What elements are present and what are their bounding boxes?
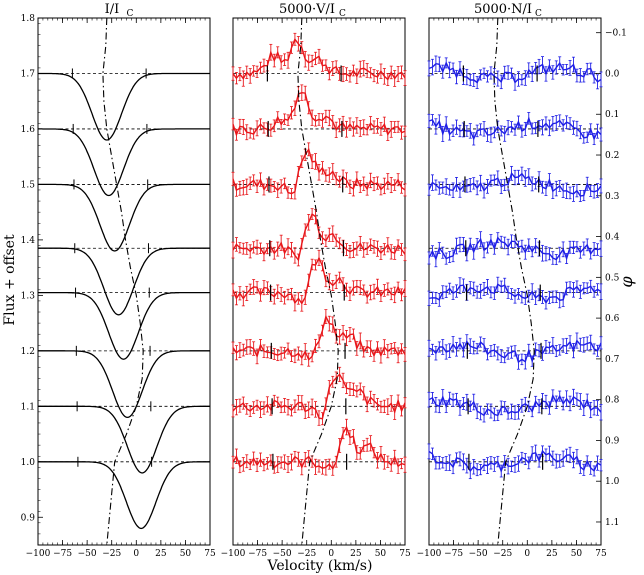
right-y-tick-label: 0.6 [605, 314, 620, 324]
signal-line [232, 37, 406, 81]
x-tick-label: 50 [571, 549, 583, 559]
y-tick-label: 1.5 [21, 180, 36, 190]
intensity-profile [38, 350, 210, 419]
right-y-tick-label: 0.4 [605, 233, 620, 243]
x-tick-label: −50 [469, 549, 488, 559]
signal-line [428, 283, 602, 305]
x-tick-label: 0 [133, 549, 139, 559]
y-tick-label: 0.9 [21, 513, 36, 523]
right-y-tick-label: 0.7 [605, 355, 620, 365]
x-tick-label: 75 [595, 549, 607, 559]
right-y-tick-label: 0.3 [605, 192, 620, 202]
signal-line [232, 147, 406, 195]
right-y-tick-label: 0.8 [605, 396, 620, 406]
y-tick-label: 1.8 [21, 14, 36, 24]
intensity-profile [38, 247, 210, 316]
y-tick-label: 1.3 [21, 291, 36, 301]
right-y-tick-label: −0.1 [605, 29, 627, 39]
y-tick-label: 1.0 [21, 458, 36, 468]
right-y-tick-label: 1.1 [605, 518, 619, 528]
x-tick-label: 50 [375, 549, 387, 559]
x-tick-label: 75 [399, 549, 411, 559]
y-tick-label: 1.4 [21, 236, 36, 246]
panel-2: 5000·V/I C −100 −75 −50 −25 0 25 50 75 [221, 2, 411, 559]
right-y-tick-label: 0.5 [605, 273, 620, 283]
x-tick-label: −75 [53, 549, 72, 559]
y-axis-label: Flux + offset [2, 234, 18, 326]
x-tick-label: −50 [273, 549, 292, 559]
y-tick-label: 1.7 [21, 69, 36, 79]
signal-line [232, 91, 406, 137]
x-tick-label: 25 [546, 549, 558, 559]
x-tick-label: 0 [328, 549, 334, 559]
right-y-tick-label: 1.0 [605, 477, 620, 487]
x-tick-label: −25 [493, 549, 512, 559]
y-tick-label: 1.1 [21, 402, 35, 412]
x-tick-label: 0 [524, 549, 530, 559]
right-y-tick-label: 0.2 [605, 151, 619, 161]
panel-title: I/I [105, 2, 120, 17]
intensity-profile [38, 461, 210, 530]
y-tick-label: 1.6 [21, 125, 36, 135]
right-axis-label: φ [617, 276, 636, 288]
signal-line [428, 339, 602, 364]
signal-line [428, 236, 602, 262]
panel-1: I/I C −100 −75 −50 −25 0 25 50 75 0.9 1.0 1.1 1.2 1.3 1… [21, 2, 216, 559]
x-tick-label: −100 [417, 549, 442, 559]
x-tick-label: −50 [78, 549, 97, 559]
right-y-tick-label: 0.9 [605, 436, 620, 446]
signal-line [428, 171, 602, 197]
panel-3: 5000·N/I C −100 −75 −50 −25 0 25 50 75 −0.1 0.0 0.1 0… [417, 2, 627, 559]
phase-trajectory [102, 17, 144, 546]
panel-title: 5000·V/I [279, 2, 335, 17]
intensity-profile [38, 128, 210, 197]
x-axis-label: Velocity (km/s) [267, 558, 373, 574]
x-tick-label: −100 [26, 549, 51, 559]
intensity-profile [38, 72, 210, 141]
signal-line [428, 61, 602, 84]
x-tick-label: −75 [444, 549, 463, 559]
panel-title-subscript: C [127, 9, 134, 19]
x-tick-label: 25 [350, 549, 362, 559]
intensity-profile [38, 291, 210, 360]
panel-frame [37, 17, 211, 546]
phase-trajectory [297, 17, 339, 546]
signal-line [232, 213, 406, 262]
signal-line [232, 256, 406, 305]
intensity-profile [38, 405, 210, 474]
panel-title-subscript: C [339, 9, 346, 19]
signal-line [232, 425, 406, 471]
signal-line [428, 116, 602, 141]
right-y-tick-label: 0.0 [605, 69, 620, 79]
x-tick-label: −75 [248, 549, 267, 559]
x-tick-label: −25 [102, 549, 121, 559]
right-y-tick-label: 0.1 [605, 110, 619, 120]
x-tick-label: 25 [155, 549, 167, 559]
signal-line [232, 314, 406, 361]
x-tick-label: 75 [204, 549, 216, 559]
panel-frame [428, 17, 602, 546]
signal-line [232, 373, 406, 420]
signal-line [428, 449, 602, 474]
intensity-profile [38, 183, 210, 252]
x-tick-label: 50 [180, 549, 192, 559]
panel-title: 5000·N/I [474, 2, 532, 17]
phase-trajectory [493, 17, 535, 546]
signal-line [428, 393, 602, 417]
panel-title-subscript: C [535, 9, 542, 19]
x-tick-label: −25 [297, 549, 316, 559]
x-tick-label: −100 [221, 549, 246, 559]
y-tick-label: 1.2 [21, 347, 35, 357]
